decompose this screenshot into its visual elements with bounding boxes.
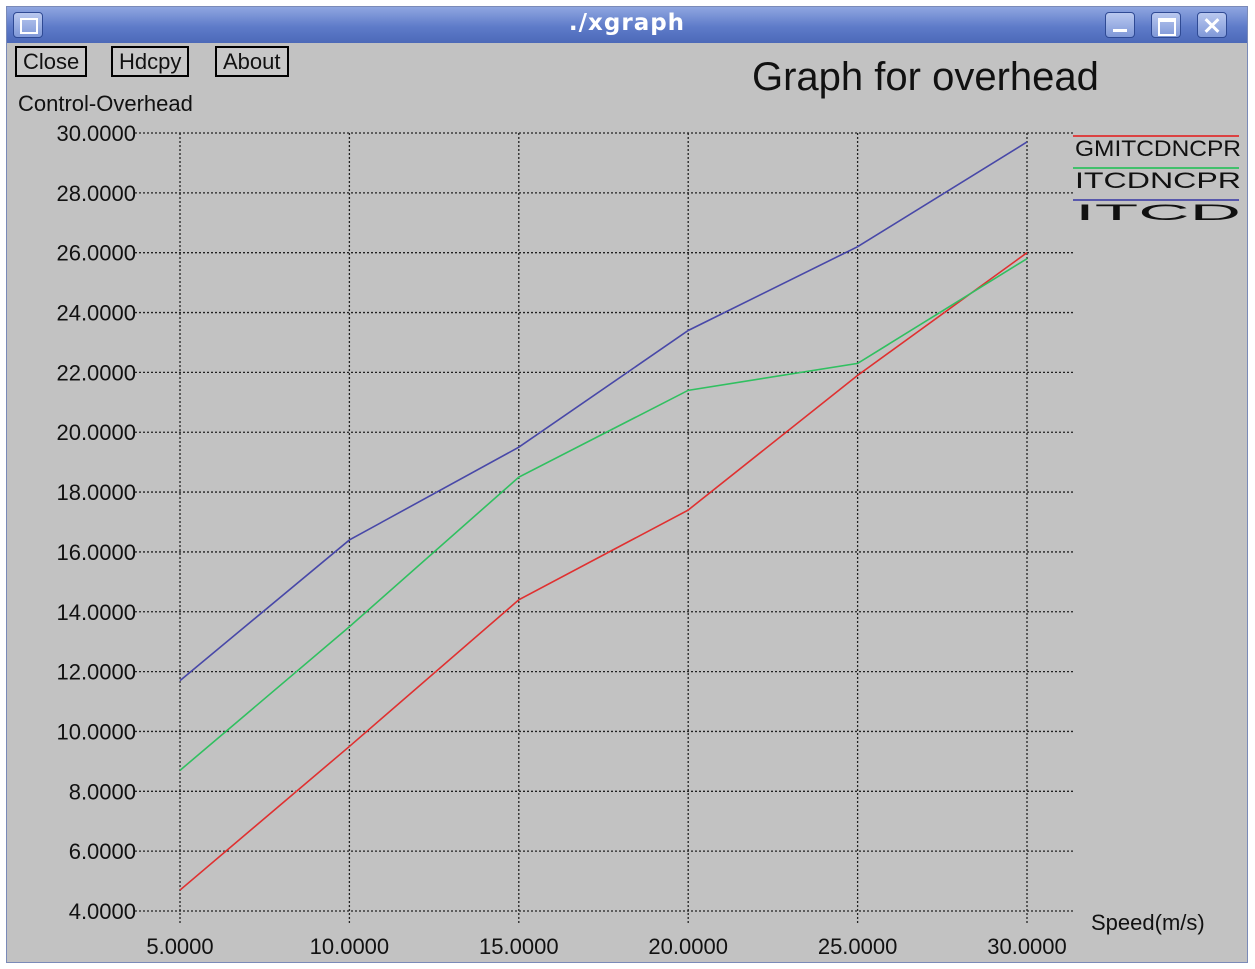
x-tick-label: 10.0000 xyxy=(310,934,390,959)
y-tick-label: 16.0000 xyxy=(56,540,136,565)
x-tick-label: 25.0000 xyxy=(818,934,898,959)
legend: GMITCDNCPR ITCDNCPR ITCD xyxy=(1073,135,1241,225)
maximize-icon[interactable] xyxy=(1151,12,1181,38)
chart-title: Graph for overhead xyxy=(752,55,1099,99)
y-tick-label: 14.0000 xyxy=(56,600,136,625)
tick-labels: 4.0000 6.0000 8.0000 10.0000 12.0000 14.0000 1… xyxy=(56,121,1066,959)
y-axis-label: Control-Overhead xyxy=(18,91,193,116)
y-tick-label: 28.0000 xyxy=(56,181,136,206)
grid xyxy=(135,132,1073,925)
y-tick-label: 6.0000 xyxy=(69,839,136,864)
y-tick-label: 30.0000 xyxy=(56,121,136,146)
series-line-gmitcdncpr xyxy=(179,252,1028,891)
line-chart: 4.0000 6.0000 8.0000 10.0000 12.0000 14.0000 1… xyxy=(56,121,1241,959)
legend-label-gmitcdncpr: GMITCDNCPR xyxy=(1075,136,1241,161)
series-line-itcd xyxy=(179,141,1028,682)
x-tick-label: 15.0000 xyxy=(479,934,559,959)
legend-label-itcdncpr: ITCDNCPR xyxy=(1075,168,1241,193)
window-title: ./xgraph xyxy=(568,10,686,36)
about-button[interactable]: About xyxy=(215,46,289,77)
x-tick-label: 20.0000 xyxy=(648,934,728,959)
x-tick-label: 30.0000 xyxy=(987,934,1067,959)
x-tick-label: 5.0000 xyxy=(146,934,213,959)
hdcpy-button[interactable]: Hdcpy xyxy=(111,46,190,77)
y-tick-label: 4.0000 xyxy=(69,899,136,924)
y-tick-label: 20.0000 xyxy=(56,420,136,445)
legend-label-itcd: ITCD xyxy=(1075,200,1241,225)
series-lines xyxy=(179,141,1028,891)
y-tick-label: 26.0000 xyxy=(56,241,136,266)
title-bar[interactable]: ./xgraph xyxy=(7,7,1247,43)
series-line-itcdncpr xyxy=(179,257,1028,771)
y-tick-label: 22.0000 xyxy=(56,360,136,385)
y-tick-label: 8.0000 xyxy=(69,779,136,804)
y-tick-label: 10.0000 xyxy=(56,719,136,744)
xgraph-window: ./xgraph Close Hdcpy About Graph for ove… xyxy=(6,6,1248,963)
y-tick-label: 18.0000 xyxy=(56,480,136,505)
y-tick-label: 12.0000 xyxy=(56,660,136,685)
y-tick-label: 24.0000 xyxy=(56,301,136,326)
close-button[interactable]: Close xyxy=(15,46,88,77)
minimize-icon[interactable] xyxy=(1105,12,1135,38)
window-menu-icon[interactable] xyxy=(13,12,43,38)
close-window-icon[interactable] xyxy=(1197,12,1227,38)
x-axis-label: Speed(m/s) xyxy=(1091,910,1205,935)
